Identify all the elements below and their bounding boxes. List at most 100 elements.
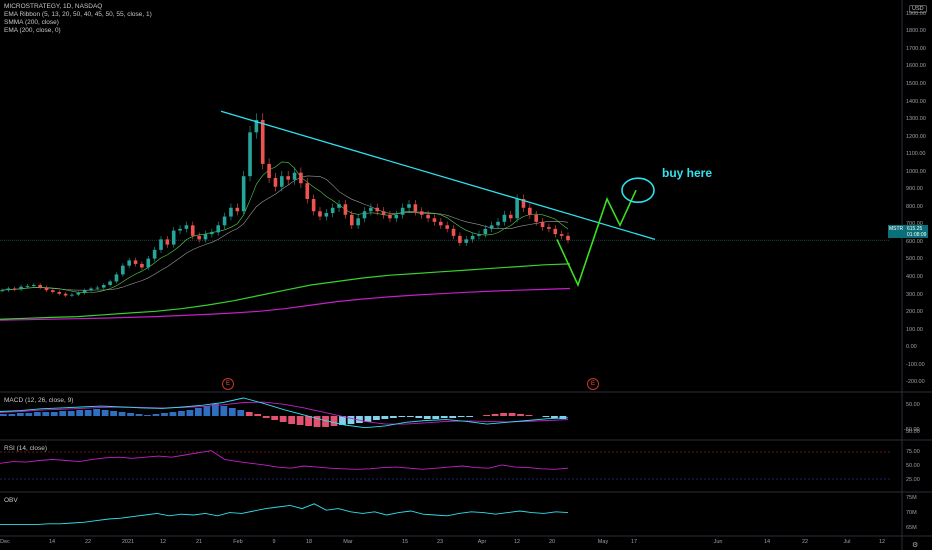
macd-histogram-bar xyxy=(245,412,253,416)
candle-body xyxy=(299,172,303,184)
macd-histogram-bar xyxy=(0,414,7,416)
time-tick-label: 17 xyxy=(630,539,638,545)
legend-ema-ribbon: EMA Ribbon (5, 13, 20, 50, 40, 45, 50, 5… xyxy=(4,11,152,18)
buy-target-ellipse xyxy=(621,177,655,204)
earnings-event-marker[interactable]: E xyxy=(222,378,234,390)
macd-histogram-bar xyxy=(254,414,262,416)
macd-histogram-bar xyxy=(279,416,287,422)
legend-ema200: EMA (200, close, 0) xyxy=(4,27,61,34)
obv-tick: 75M xyxy=(906,495,917,501)
time-tick-label: Jul xyxy=(843,539,851,545)
candle-body xyxy=(483,228,488,235)
time-tick-label: 20 xyxy=(548,539,556,545)
price-tick-label: 1300.00 xyxy=(906,116,926,123)
macd-histogram-bar xyxy=(228,408,236,416)
earnings-event-marker[interactable]: E xyxy=(587,378,599,390)
macd-histogram-bar xyxy=(110,411,117,416)
time-tick-label: 14 xyxy=(763,539,771,545)
price-tick-label: 500.00 xyxy=(906,256,923,263)
macd-histogram-bar xyxy=(500,413,507,416)
price-tick-label: 0.00 xyxy=(906,344,917,351)
currency-label[interactable]: USD xyxy=(909,5,927,13)
candle-body xyxy=(356,218,360,226)
price-tick-label: 800.00 xyxy=(906,203,923,210)
macd-histogram-bar xyxy=(305,416,312,426)
macd-histogram-bar xyxy=(59,411,67,416)
macd-histogram-bar xyxy=(415,416,423,418)
candle-body xyxy=(108,281,112,285)
candle-body xyxy=(267,163,271,178)
candle-body xyxy=(248,132,252,177)
candle-body xyxy=(101,284,106,288)
candle-body xyxy=(496,221,500,226)
price-tick-label: 1400.00 xyxy=(906,98,926,105)
candle-body xyxy=(432,218,437,222)
candle-body xyxy=(349,214,354,226)
time-tick-label: 9 xyxy=(272,539,276,545)
candle-body xyxy=(159,239,163,250)
obv-tick: 65M xyxy=(906,525,917,531)
candle-body xyxy=(89,288,93,291)
macd-histogram-bar xyxy=(220,406,228,416)
macd-histogram-bar xyxy=(398,416,406,417)
time-tick-label: Jun xyxy=(713,539,723,545)
candle-body xyxy=(140,263,144,268)
candle-body xyxy=(451,228,456,236)
macd-histogram-bar xyxy=(271,416,279,420)
macd-histogram-bar xyxy=(483,415,491,416)
legend-smma: SMMA (200, close) xyxy=(4,19,59,26)
price-tick-label: 900.00 xyxy=(906,186,923,193)
candle-body xyxy=(318,211,322,217)
candle-body xyxy=(515,199,519,219)
macd-histogram-bar xyxy=(449,416,457,418)
macd-tick: 50.00 xyxy=(906,429,920,435)
price-tick-label: 1200.00 xyxy=(906,133,926,140)
price-tick-label: 1500.00 xyxy=(906,80,926,87)
time-tick-label: 12 xyxy=(878,539,886,545)
trendline xyxy=(220,110,656,240)
macd-histogram-bar xyxy=(322,416,329,427)
candle-body xyxy=(57,291,62,294)
macd-histogram-bar xyxy=(457,416,465,417)
rsi-title: RSI (14, close) xyxy=(4,445,47,452)
gear-icon[interactable]: ⚙ xyxy=(912,542,919,549)
macd-histogram-bar xyxy=(288,416,296,424)
macd-histogram-bar xyxy=(194,408,202,416)
candle-body xyxy=(63,293,68,296)
last-price-label: MSTR 615.25 01:08:09 xyxy=(888,225,928,238)
price-tick-label: 300.00 xyxy=(906,291,923,298)
candle-body xyxy=(222,216,227,226)
candle-body xyxy=(305,183,310,199)
macd-histogram-bar xyxy=(169,412,177,416)
macd-histogram-bar xyxy=(406,416,414,417)
candle-body xyxy=(203,234,208,240)
time-tick-label: 21 xyxy=(195,539,203,545)
time-tick-label: 12 xyxy=(513,539,521,545)
time-tick-label: Apr xyxy=(477,539,487,545)
candle-body xyxy=(184,225,189,229)
candle-body xyxy=(0,290,4,292)
macd-line xyxy=(0,397,569,429)
buy-here-annotation: buy here xyxy=(662,166,713,180)
macd-histogram-bar xyxy=(347,416,355,424)
candle-body xyxy=(470,235,475,240)
macd-histogram-bar xyxy=(84,410,92,416)
candle-body xyxy=(547,227,551,229)
macd-histogram-bar xyxy=(152,414,160,416)
candle-body xyxy=(388,214,392,219)
candle-body xyxy=(146,258,151,268)
candle-body xyxy=(439,221,443,226)
rsi-tick: 50.00 xyxy=(906,463,920,469)
macd-histogram-bar xyxy=(373,416,380,420)
macd-histogram-bar xyxy=(16,413,24,416)
price-label-symbol: MSTR xyxy=(889,226,904,232)
price-tick-label: 1700.00 xyxy=(906,45,926,52)
candle-body xyxy=(464,239,469,243)
macd-signal-line xyxy=(0,401,569,425)
candle-body xyxy=(254,120,259,133)
time-tick-label: 2021 xyxy=(121,539,135,545)
candle-body xyxy=(178,228,182,231)
macd-histogram-bar xyxy=(178,411,185,416)
price-label-value: 615.25 xyxy=(907,226,923,232)
